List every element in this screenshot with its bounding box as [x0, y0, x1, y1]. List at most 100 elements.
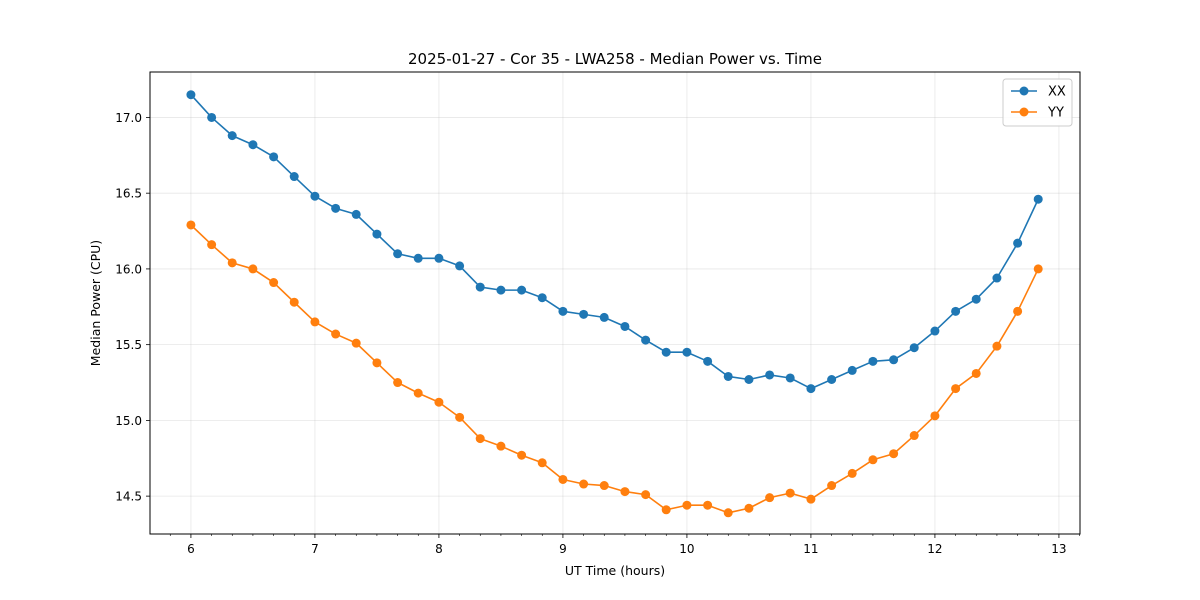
data-point-xx: [475, 282, 485, 292]
data-point-xx: [248, 140, 258, 150]
data-point-yy: [1013, 306, 1023, 316]
data-point-xx: [992, 273, 1002, 283]
y-tick-label: 14.5: [115, 490, 142, 504]
data-point-xx: [930, 326, 940, 336]
data-point-xx: [723, 371, 733, 381]
data-point-xx: [827, 375, 837, 384]
data-point-yy: [909, 431, 919, 441]
data-point-yy: [455, 412, 465, 422]
data-point-yy: [930, 411, 940, 421]
plot-frame: [149, 71, 1081, 535]
data-point-yy: [351, 338, 361, 348]
data-point-yy: [372, 358, 382, 368]
data-point-yy: [310, 317, 320, 327]
data-point-xx: [537, 293, 547, 303]
data-point-yy: [413, 388, 423, 398]
series-yy: [186, 220, 1043, 518]
data-point-xx: [434, 253, 444, 263]
data-point-xx: [744, 375, 754, 384]
y-tick-label: 16.0: [115, 262, 142, 276]
data-point-yy: [517, 450, 527, 460]
data-point-xx: [227, 131, 237, 141]
x-tick-label: 9: [559, 542, 567, 556]
data-point-yy: [434, 397, 444, 407]
legend-marker-yy: [1019, 107, 1029, 117]
data-point-yy: [785, 488, 795, 498]
x-tick-label: 12: [927, 542, 942, 556]
y-tick-label: 17.0: [115, 111, 142, 125]
data-point-yy: [599, 481, 609, 491]
data-point-xx: [289, 172, 299, 182]
data-point-yy: [971, 368, 981, 378]
data-point-yy: [579, 479, 589, 489]
x-tick-label: 8: [435, 542, 443, 556]
data-point-xx: [703, 356, 713, 366]
data-point-xx: [331, 203, 341, 213]
data-point-xx: [868, 356, 878, 366]
data-point-xx: [393, 249, 403, 259]
data-point-xx: [785, 373, 795, 383]
legend: XX YY: [1002, 78, 1073, 127]
data-point-xx: [909, 343, 919, 353]
data-point-xx: [455, 261, 465, 271]
data-point-yy: [269, 278, 279, 288]
data-point-xx: [661, 347, 671, 357]
data-point-xx: [1033, 194, 1043, 204]
data-point-yy: [227, 258, 237, 268]
data-point-xx: [558, 306, 568, 316]
data-point-xx: [682, 347, 692, 357]
data-point-yy: [703, 500, 713, 510]
data-point-xx: [641, 335, 651, 345]
data-point-yy: [682, 500, 692, 510]
x-tick-label: 13: [1051, 542, 1066, 556]
data-point-xx: [889, 355, 899, 365]
data-point-yy: [393, 378, 403, 388]
data-point-yy: [847, 468, 857, 478]
data-point-xx: [579, 309, 589, 319]
data-point-xx: [413, 253, 423, 263]
data-point-xx: [1013, 238, 1023, 248]
series-xx: [186, 90, 1043, 394]
data-point-yy: [868, 455, 878, 465]
data-point-xx: [207, 112, 217, 122]
data-point-xx: [599, 312, 609, 322]
axes: 6 7 8 9 10 11 12 13 14.5 15.0 15.5 16.0 16.5 17.0: [115, 111, 1080, 556]
data-point-yy: [331, 329, 341, 339]
y-tick-label: 16.5: [115, 187, 142, 201]
data-point-xx: [765, 370, 775, 380]
data-point-yy: [889, 449, 899, 459]
data-point-xx: [496, 285, 506, 295]
data-point-yy: [207, 240, 217, 250]
data-point-yy: [641, 490, 651, 500]
data-point-yy: [1033, 264, 1043, 274]
x-tick-label: 7: [311, 542, 319, 556]
data-point-yy: [744, 503, 754, 513]
x-axis-title: UT Time (hours): [565, 563, 665, 578]
data-point-yy: [806, 494, 816, 504]
x-tick-label: 6: [187, 542, 195, 556]
y-tick-label: 15.0: [115, 414, 142, 428]
data-point-xx: [269, 152, 279, 162]
data-point-xx: [310, 191, 320, 201]
data-point-yy: [992, 341, 1002, 351]
data-point-xx: [186, 90, 196, 100]
x-tick-label: 10: [679, 542, 694, 556]
data-point-yy: [289, 297, 299, 307]
data-point-xx: [351, 209, 361, 219]
y-axis-title: Median Power (CPU): [88, 240, 103, 366]
data-point-yy: [951, 384, 961, 394]
data-point-xx: [806, 384, 816, 394]
y-tick-label: 15.5: [115, 338, 142, 352]
plot-series: [186, 90, 1043, 518]
data-point-yy: [620, 487, 630, 497]
data-point-yy: [186, 220, 196, 230]
grid: [150, 72, 1080, 534]
chart-title: 2025-01-27 - Cor 35 - LWA258 - Median Po…: [408, 50, 822, 68]
data-point-xx: [517, 285, 527, 295]
data-point-xx: [971, 294, 981, 304]
data-point-yy: [537, 458, 547, 468]
data-point-xx: [847, 365, 857, 375]
data-point-yy: [475, 434, 485, 444]
